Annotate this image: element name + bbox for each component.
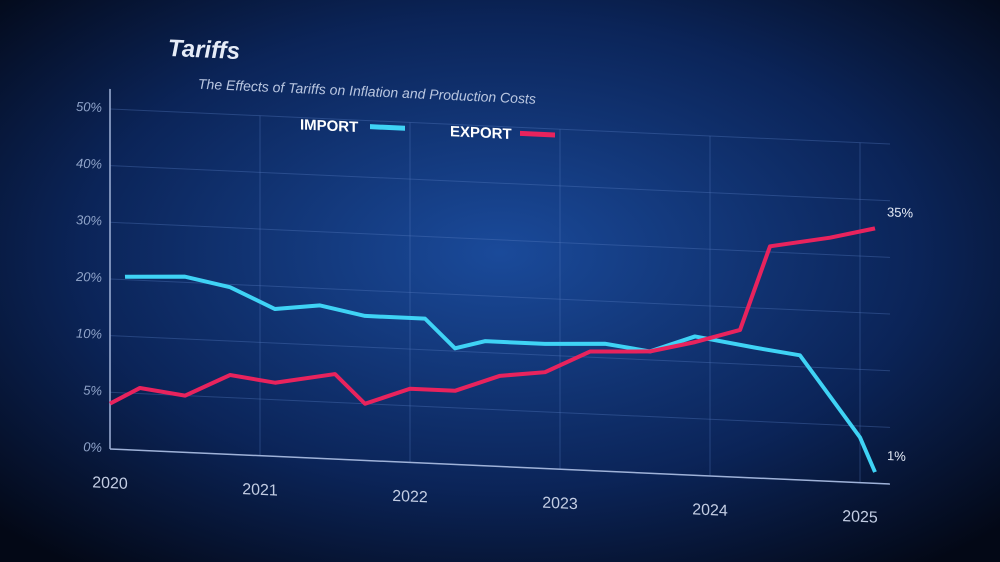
y-tick-label: 5% [83,383,102,399]
grid-line [110,108,890,145]
axis [110,448,890,485]
y-tick-label: 0% [83,439,102,455]
legend-label: EXPORT [450,123,512,143]
y-tick-label: 40% [76,156,102,172]
x-tick-label: 2022 [392,488,428,507]
grid-line [110,278,890,315]
legend-swatch [370,124,405,131]
x-tick-label: 2020 [92,474,128,493]
data-label: 1% [887,448,906,464]
legend-label: IMPORT [300,116,358,136]
y-tick-label: 30% [76,212,102,228]
y-tick-label: 50% [76,99,102,115]
y-tick-label: 10% [76,326,102,342]
x-tick-label: 2025 [842,508,878,527]
x-tick-label: 2021 [242,481,278,500]
data-label: 35% [887,204,913,220]
y-tick-label: 20% [75,269,102,285]
series-line [109,226,876,406]
grid-line [110,165,890,202]
series-line [124,274,877,473]
chart-title: Tariffs [168,35,240,65]
grid-line [110,335,890,372]
x-tick-label: 2023 [542,495,578,514]
grid-line [110,221,890,258]
x-tick-label: 2024 [692,501,728,520]
plot: Tariffs The Effects of Tariffs on Inflat… [75,35,913,527]
legend-swatch [520,130,555,138]
grid-line [110,391,890,428]
